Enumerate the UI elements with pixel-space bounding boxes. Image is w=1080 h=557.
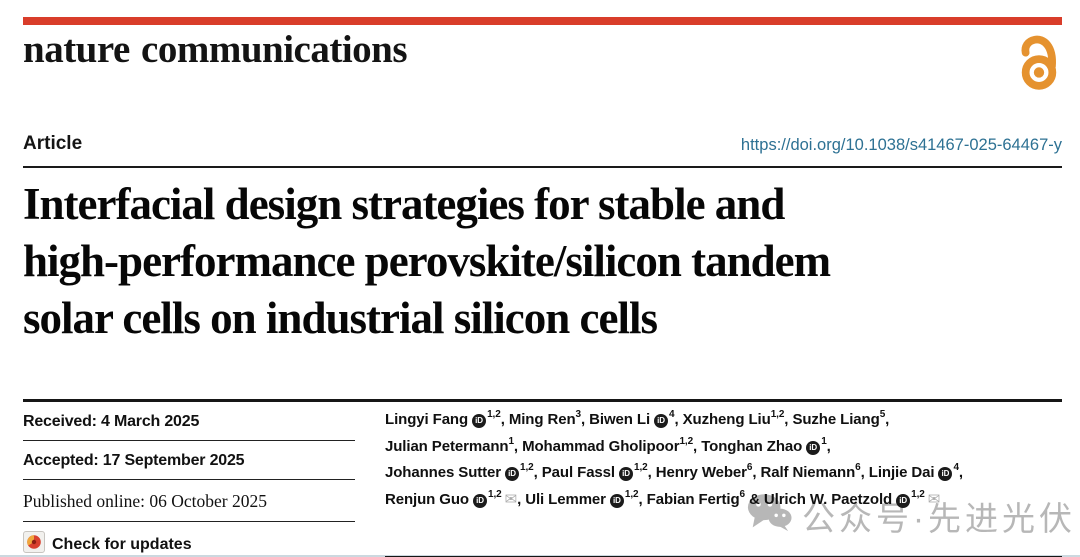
author-separator: , — [674, 411, 683, 428]
author-separator: , — [581, 411, 590, 428]
author-affiliation-superscript: 5 — [879, 409, 886, 420]
author-separator: & — [745, 490, 764, 508]
meta-divider — [23, 166, 1062, 168]
author-name: Fabian Fertig — [646, 490, 740, 508]
timeline-panel: Received: 4 March 2025 Accepted: 17 Septe… — [23, 402, 355, 557]
article-meta-row: Article https://doi.org/10.1038/s41467-0… — [23, 133, 1062, 155]
orcid-icon[interactable]: iD — [938, 467, 953, 482]
author-affiliation-superscript: 1,2 — [520, 462, 534, 473]
author-line: Johannes Sutter iD1,2, Paul Fassl iD1,2, H… — [385, 460, 1062, 487]
doi-link[interactable]: https://doi.org/10.1038/s41467-025-64467… — [740, 136, 1062, 154]
author-affiliation-superscript: 1,2 — [679, 435, 694, 447]
author-affiliation-superscript: 1 — [508, 435, 514, 447]
timeline-row: Accepted: 17 September 2025 — [23, 441, 355, 480]
crossmark-icon — [23, 531, 45, 557]
article-title: Interfacial design strategies for stable… — [23, 176, 1062, 347]
author-name: Xuzheng Liu — [682, 411, 771, 428]
masthead-accent-bar — [23, 17, 1062, 25]
author-separator: , — [693, 437, 702, 455]
author-name: Biwen Li — [589, 411, 651, 428]
orcid-icon[interactable]: iD — [505, 467, 520, 482]
title-line: high-performance perovskite/silicon tand… — [23, 236, 831, 286]
author-separator: , — [647, 464, 656, 481]
author-separator: , — [860, 464, 869, 481]
author-separator: , — [638, 490, 647, 508]
author-affiliation-superscript: 1,2 — [911, 488, 925, 500]
author-affiliation-superscript: 6 — [855, 462, 861, 473]
author-line: Lingyi Fang iD1,2, Ming Ren3, Biwen Li iD4… — [385, 407, 1062, 434]
author-name: Suzhe Liang — [792, 411, 880, 428]
orcid-icon[interactable]: iD — [654, 414, 669, 429]
open-access-icon — [1013, 32, 1065, 99]
check-for-updates-label: Check for updates — [52, 535, 192, 553]
author-affiliation-superscript: 6 — [746, 462, 753, 473]
timeline-row: Received: 4 March 2025 — [23, 402, 355, 441]
email-icon[interactable]: ✉ — [927, 490, 941, 508]
author-separator: , — [533, 464, 542, 481]
author-affiliation-superscript: 4 — [953, 462, 959, 473]
author-separator: , — [784, 411, 793, 428]
orcid-icon[interactable]: iD — [806, 440, 821, 455]
author-line: Renjun Guo iD1,2 ✉, Uli Lemmer iD1,2, Fabia… — [385, 487, 1062, 514]
author-separator: , — [752, 464, 761, 481]
orcid-icon[interactable]: iD — [472, 414, 487, 429]
author-separator: , — [958, 464, 963, 481]
author-separator: , — [513, 437, 523, 455]
author-line: Julian Petermann1, Mohammad Gholipoor1,2… — [385, 434, 1062, 461]
author-name: Uli Lemmer — [525, 490, 606, 508]
author-affiliation-superscript: 1,2 — [488, 488, 502, 500]
timeline-rows: Received: 4 March 2025 Accepted: 17 Septe… — [23, 402, 355, 522]
title-line: Interfacial design strategies for stable… — [23, 179, 785, 229]
author-affiliation-superscript: 3 — [575, 409, 582, 420]
author-name: Ming Ren — [508, 411, 576, 428]
author-affiliation-superscript: 4 — [669, 409, 675, 420]
email-icon[interactable]: ✉ — [504, 490, 518, 508]
author-name: Ulrich W. Paetzold — [763, 490, 893, 508]
orcid-icon[interactable]: iD — [896, 493, 911, 508]
author-name: Julian Petermann — [385, 437, 509, 455]
author-name: Ralf Niemann — [760, 464, 856, 481]
author-affiliation-superscript: 1,2 — [633, 462, 648, 473]
title-line: solar cells on industrial silicon cells — [23, 293, 658, 343]
author-affiliation-superscript: 1,2 — [487, 409, 501, 420]
journal-logo: nature communications — [23, 28, 408, 71]
author-affiliation-superscript: 6 — [739, 488, 746, 500]
check-for-updates-button[interactable]: Check for updates — [23, 522, 355, 557]
content-columns: Received: 4 March 2025 Accepted: 17 Septe… — [23, 402, 1062, 557]
authors-block: Lingyi Fang iD1,2, Ming Ren3, Biwen Li iD4… — [385, 402, 1062, 557]
author-name: Linjie Dai — [868, 464, 935, 481]
timeline-row: Published online: 06 October 2025 — [23, 480, 355, 522]
author-affiliation-superscript: 1,2 — [624, 488, 639, 500]
article-type-label: Article — [23, 133, 83, 154]
author-name: Johannes Sutter — [385, 464, 502, 481]
author-separator: , — [826, 437, 831, 455]
orcid-icon[interactable]: iD — [618, 467, 633, 482]
author-name: Paul Fassl — [541, 464, 615, 481]
author-name: Renjun Guo — [385, 490, 469, 508]
orcid-icon[interactable]: iD — [473, 493, 487, 508]
author-separator: , — [517, 490, 526, 508]
main-divider — [23, 399, 1062, 402]
author-name: Henry Weber — [655, 464, 747, 481]
orcid-icon[interactable]: iD — [609, 493, 624, 508]
author-name: Tonghan Zhao — [701, 437, 803, 455]
author-name: Mohammad Gholipoor — [522, 437, 680, 455]
author-separator: , — [885, 411, 890, 428]
author-name: Lingyi Fang — [385, 411, 469, 428]
author-affiliation-superscript: 1,2 — [770, 409, 785, 420]
author-separator: , — [500, 411, 509, 428]
author-affiliation-superscript: 1 — [821, 435, 827, 447]
